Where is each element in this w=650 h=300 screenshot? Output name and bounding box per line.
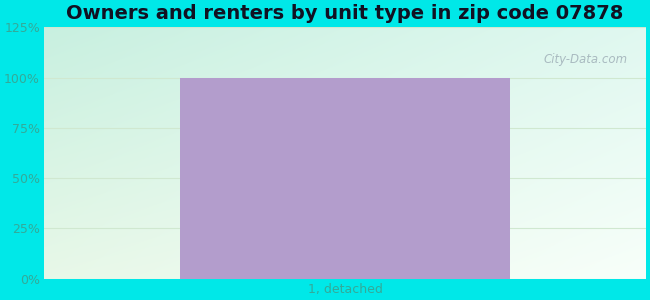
Title: Owners and renters by unit type in zip code 07878: Owners and renters by unit type in zip c… bbox=[66, 4, 624, 23]
Bar bbox=[179, 78, 510, 279]
Text: City-Data.com: City-Data.com bbox=[543, 52, 628, 66]
